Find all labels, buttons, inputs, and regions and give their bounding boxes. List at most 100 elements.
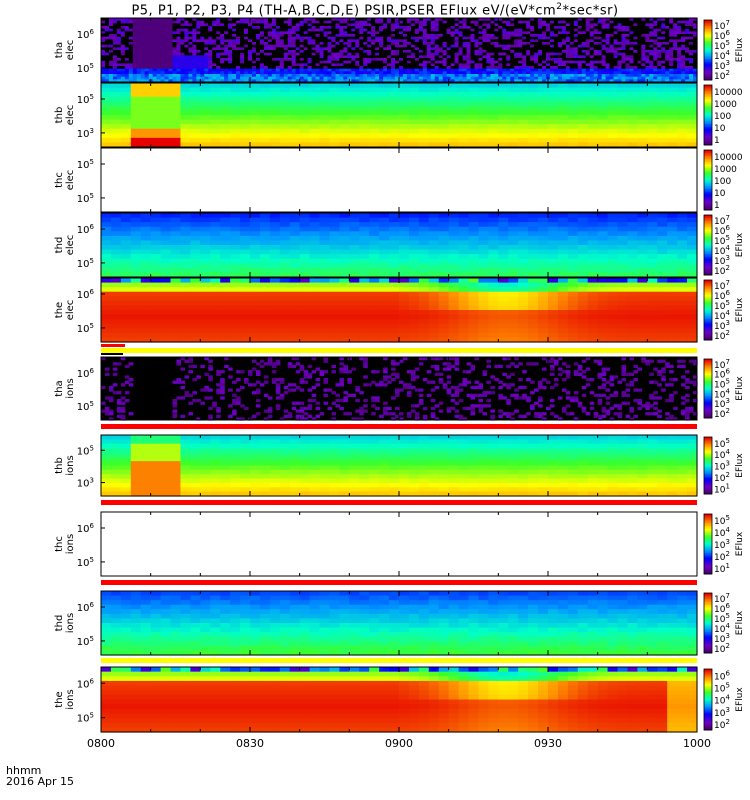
colorbar-tick-label: 104 [714,387,730,400]
y-tick-label: 105 [77,444,94,457]
y-axis-label-species: elec [65,40,76,61]
colorbar-tick-label: 104 [714,622,730,635]
colorbar-label: EFlux [735,453,745,478]
colorbar-tick-label: 101 [714,482,730,495]
colorbar-tick-label: 104 [714,526,730,539]
y-tick-label: 106 [77,522,95,535]
status-strip [101,580,697,585]
colorbar-tick-label: 102 [714,264,730,277]
panel-background [101,512,697,576]
y-axis-label-probe: tha [54,380,65,396]
y-tick-label: 105 [77,322,94,335]
colorbar-label: EFlux [735,610,745,635]
y-axis-label-species: elec [65,300,76,321]
spectrogram-cells [101,83,698,148]
y-axis-label-species: elec [65,235,76,256]
y-axis-label-species: elec [65,105,76,126]
colorbar-tick-label: 105 [714,514,730,527]
colorbar-tick-label: 10 [714,124,726,134]
y-tick-label: 106 [77,28,95,41]
colorbar-tick-label: 10000 [714,153,743,163]
colorbar-tick-label: 107 [714,358,730,371]
spectrogram-cells [101,213,698,278]
y-tick-label: 106 [77,677,95,690]
colorbar-tick-label: 106 [714,289,730,302]
x-tick-label: 0930 [534,737,562,750]
colorbar-tick-label: 106 [714,669,730,682]
spectrogram-cells [101,357,698,421]
plot-title: P5, P1, P2, P3, P4 (TH-A,B,C,D,E) PSIR,P… [131,2,619,19]
colorbar-tick-label: 101 [714,562,730,575]
colorbar-tick-label: 105 [714,612,730,625]
y-axis-label-probe: thc [54,172,65,188]
colorbar-tick-label: 102 [714,407,730,420]
colorbar-tick-label: 104 [714,244,730,257]
y-tick-label: 105 [77,712,94,725]
colorbar-tick-label: 103 [714,460,730,473]
status-strip [101,500,697,505]
colorbar-tick-label: 102 [714,642,730,655]
x-axis-unit-label: hhmm [6,764,42,777]
y-tick-label: 103 [77,477,94,490]
colorbar-tick-label: 105 [714,39,730,52]
colorbar-tick-label: 104 [714,49,730,62]
colorbar-tick-label: 104 [714,448,730,461]
colorbar-tick-label: 106 [714,29,730,42]
status-strip [101,424,697,429]
colorbar-tick-label: 102 [714,718,730,731]
colorbar-tick-label: 107 [714,279,730,292]
colorbar-tick-label: 105 [714,682,730,695]
y-tick-label: 105 [77,635,94,648]
y-tick-label: 105 [77,257,94,270]
colorbar-tick-label: 104 [714,309,730,322]
colorbar-label: EFlux [735,687,745,712]
colorbar-label: EFlux [735,376,745,401]
y-tick-label: 105 [77,158,94,171]
colorbar-tick-label: 106 [714,602,730,615]
x-tick-label: 1000 [683,737,711,750]
status-strip [101,658,697,663]
colorbar-tick-label: 107 [714,592,730,605]
spectrogram-cells [101,667,698,733]
y-axis-label-species: ions [65,455,76,475]
y-tick-label: 105 [77,62,94,75]
colorbar-tick-label: 105 [714,234,730,247]
y-axis-label-species: ions [65,613,76,633]
colorbar-label: EFlux [735,297,745,322]
spectrogram-cells [101,18,698,83]
spectrogram-cells [101,278,698,343]
colorbar-tick-label: 103 [714,319,730,332]
y-axis-label-species: ions [65,689,76,709]
spectrogram-cells [101,591,698,656]
colorbar-tick-label: 106 [714,368,730,381]
date-label: 2016 Apr 15 [6,775,75,788]
colorbar-tick-label: 103 [714,538,730,551]
colorbar: 10000 1000 100 10 1 [703,84,743,146]
colorbar-label: EFlux [735,232,745,257]
y-axis-label-probe: tha [54,42,65,58]
y-axis-label-probe: thc [54,536,65,552]
y-tick-label: 106 [77,223,95,236]
colorbar-tick-label: 103 [714,706,730,719]
colorbar-tick-label: 1000 [714,165,737,175]
y-tick-label: 105 [77,400,94,413]
colorbar-tick-label: 104 [714,694,730,707]
colorbar-tick-label: 1000 [714,100,737,110]
colorbar-tick-label: 107 [714,19,730,32]
